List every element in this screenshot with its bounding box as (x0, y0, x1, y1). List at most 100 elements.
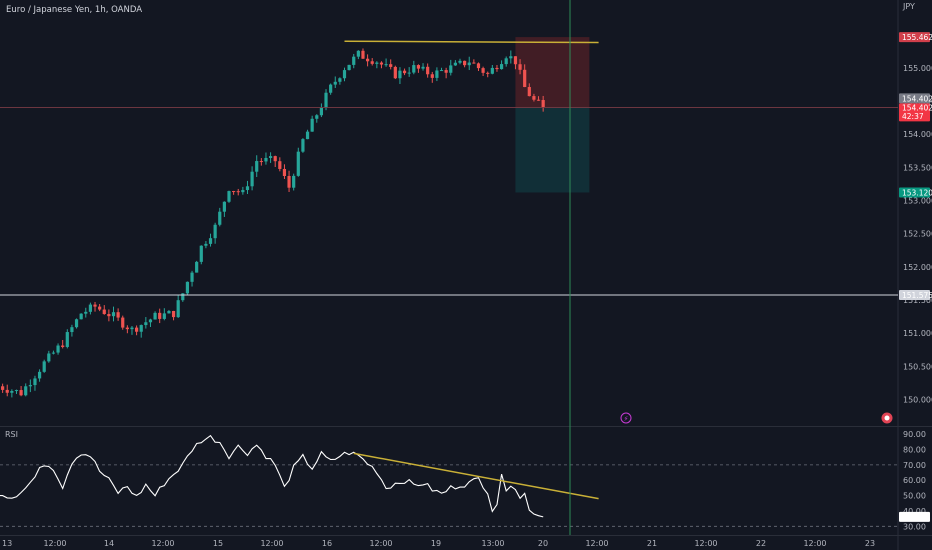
candle (5, 384, 9, 397)
price-tick-label: 151.000 (903, 329, 932, 338)
candle (153, 311, 157, 320)
candle (301, 138, 305, 153)
price-tick-label: 153.500 (903, 163, 932, 172)
rsi-value-tag: 36.12 (902, 513, 924, 522)
candle (361, 48, 365, 59)
candle (430, 71, 434, 83)
price-tick-label: 152.500 (903, 230, 932, 239)
candle (107, 309, 111, 322)
candle (375, 61, 379, 69)
time-tick-label: 16 (322, 539, 332, 548)
candle (61, 339, 65, 349)
candle (523, 64, 527, 88)
candle (70, 324, 74, 337)
candle (282, 164, 287, 180)
candle (167, 309, 171, 314)
candle (28, 379, 32, 393)
last-price-tag-bg (899, 103, 930, 122)
candle (116, 308, 120, 321)
candle (315, 114, 319, 123)
time-tick-label: 22 (756, 539, 766, 548)
candle (481, 66, 485, 76)
candle (338, 77, 342, 85)
chart-title: Euro / Japanese Yen, 1h, OANDA (6, 5, 142, 15)
candle (111, 306, 116, 322)
candle (47, 350, 51, 363)
candle (199, 245, 203, 265)
candle (292, 173, 296, 191)
stop-price-tag: 155.462 (902, 33, 932, 42)
candle (250, 166, 254, 191)
candle (24, 383, 28, 397)
price-tick-label: 152.000 (903, 263, 932, 272)
level-price-tag-bg (899, 289, 930, 300)
candle (195, 260, 199, 273)
candle (176, 295, 180, 318)
candle (125, 325, 129, 334)
candle (42, 359, 46, 373)
candle (366, 54, 370, 67)
candle (241, 186, 245, 195)
time-tick-label: 20 (538, 539, 548, 548)
candle (51, 350, 56, 355)
candle (190, 270, 194, 287)
candle (218, 207, 222, 227)
candle (398, 67, 402, 85)
replay-icon[interactable] (881, 412, 893, 424)
svg-text:⚡: ⚡ (624, 415, 629, 423)
candle (79, 313, 83, 320)
candle (278, 157, 282, 172)
level-price-tag: 151.575 (902, 291, 932, 300)
candle (324, 89, 328, 111)
candle (379, 61, 384, 69)
candle (449, 59, 453, 76)
candle (532, 93, 536, 102)
candle (130, 326, 134, 335)
candle (305, 129, 310, 140)
target-price-tag: 153.120 (902, 188, 932, 197)
candle (158, 308, 162, 324)
candle (486, 71, 490, 78)
price-tick-label: 155.000 (903, 64, 932, 73)
candle (426, 63, 430, 78)
candle (333, 76, 337, 88)
time-tick-label: 12:00 (369, 539, 392, 548)
rsi-tick-label: 90.00 (903, 430, 926, 439)
alert-icon[interactable]: ⚡ (620, 412, 632, 424)
rsi-tick-label: 70.00 (903, 461, 926, 470)
target-price-tag-bg (899, 187, 930, 198)
candle (389, 59, 393, 70)
entry-price-tag-bg (899, 93, 930, 104)
candle (407, 67, 411, 77)
candle (93, 301, 97, 312)
candle (268, 152, 273, 163)
candle (65, 329, 69, 349)
candle (287, 170, 291, 193)
rsi-trendline (353, 452, 599, 500)
candle (1, 383, 5, 393)
candle (384, 58, 388, 67)
rsi-title: RSI (5, 430, 18, 439)
time-tick-label: 12:00 (260, 539, 283, 548)
candle (342, 67, 347, 82)
price-tick-label: 151.500 (903, 296, 932, 305)
candle (444, 67, 448, 79)
candle (370, 58, 374, 66)
candle (74, 318, 79, 329)
candle (527, 83, 531, 97)
candle (536, 96, 541, 101)
candle (421, 63, 425, 71)
candle (393, 65, 397, 80)
price-tick-label: 150.000 (903, 395, 932, 404)
candle (14, 389, 19, 394)
candle (121, 315, 125, 330)
candle (264, 152, 268, 165)
candle (296, 147, 300, 177)
time-tick-label: 12:00 (151, 539, 174, 548)
candle (458, 58, 462, 65)
rsi-tick-label: 60.00 (903, 476, 926, 485)
candle (472, 59, 476, 64)
time-tick-label: 13:00 (481, 539, 504, 548)
candle (356, 50, 360, 60)
